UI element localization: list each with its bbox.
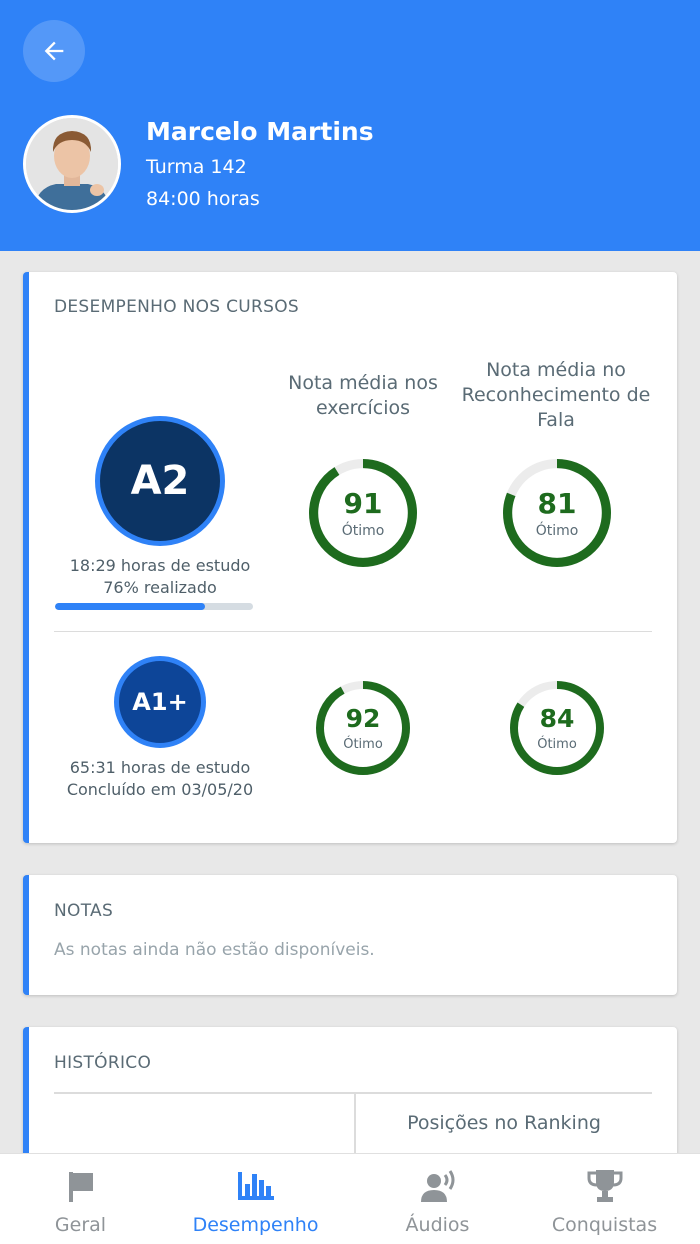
user-name: Marcelo Martins xyxy=(146,117,374,146)
score-label: Ótimo xyxy=(537,737,577,752)
score-ring xyxy=(309,459,417,567)
nav-item-conquistas[interactable]: Conquistas xyxy=(517,1154,692,1244)
course-status: 76% realizado xyxy=(103,578,217,597)
notes-card: NOTAS As notas ainda não estão disponíve… xyxy=(23,875,677,995)
card-title: NOTAS xyxy=(54,901,114,921)
exercise-score-gauge: 92 Ótimo xyxy=(316,681,410,775)
score-ring xyxy=(316,681,410,775)
study-hours: 18:29 horas de estudo xyxy=(69,556,251,575)
score-ring-arc xyxy=(510,681,604,775)
card-title: HISTÓRICO xyxy=(54,1053,152,1073)
flag-icon xyxy=(68,1172,93,1202)
nav-item-desempenho[interactable]: Desempenho xyxy=(168,1154,343,1244)
score-label: Ótimo xyxy=(341,523,385,539)
score-ring-arc xyxy=(503,459,611,567)
study-hours: 65:31 horas de estudo xyxy=(69,758,251,777)
exercise-score-gauge: 91 Ótimo xyxy=(309,459,417,567)
bar-chart-icon xyxy=(237,1172,274,1200)
performance-card: DESEMPENHO NOS CURSOS Nota média nos exe… xyxy=(23,272,677,843)
speech-column-header: Nota média no Reconhecimento de Fala xyxy=(461,359,651,431)
score-ring xyxy=(510,681,604,775)
user-photo-icon xyxy=(26,118,118,210)
nav-label: Áudios xyxy=(405,1214,470,1236)
score-label: Ótimo xyxy=(535,523,579,539)
user-hours: 84:00 horas xyxy=(146,188,260,210)
avatar xyxy=(23,115,121,213)
score-ring-arc xyxy=(309,459,417,567)
score-value: 91 xyxy=(343,487,383,520)
course-status: Concluído em 03/05/20 xyxy=(66,780,254,799)
speaking-person-icon xyxy=(420,1170,454,1202)
score-value: 84 xyxy=(539,704,575,733)
arrow-left-icon xyxy=(44,41,64,61)
nav-label: Conquistas xyxy=(551,1214,658,1236)
card-title: DESEMPENHO NOS CURSOS xyxy=(54,297,299,317)
score-ring xyxy=(503,459,611,567)
course-progress-bar xyxy=(55,603,253,610)
course-divider xyxy=(54,631,652,632)
nav-label: Desempenho xyxy=(192,1214,319,1236)
score-ring-arc xyxy=(316,681,410,775)
score-label: Ótimo xyxy=(343,737,383,752)
course-level-a1-plus[interactable]: A1+ xyxy=(114,656,206,748)
exercises-column-header: Nota média nos exercícios xyxy=(288,372,438,419)
course-progress-fill xyxy=(55,603,206,610)
speech-score-gauge: 81 Ótimo xyxy=(503,459,611,567)
back-button[interactable] xyxy=(23,20,85,82)
bottom-navigation: Geral Desempenho Áudios Conquistas xyxy=(0,1153,700,1244)
score-value: 81 xyxy=(537,487,577,520)
trophy-icon xyxy=(587,1170,622,1202)
nav-item-geral[interactable]: Geral xyxy=(0,1154,168,1244)
history-column-divider xyxy=(354,1094,356,1174)
speech-score-gauge: 84 Ótimo xyxy=(510,681,604,775)
nav-item-audios[interactable]: Áudios xyxy=(350,1154,525,1244)
profile-header: Marcelo Martins Turma 142 84:00 horas xyxy=(0,0,700,251)
nav-label: Geral xyxy=(54,1214,107,1236)
notes-empty-message: As notas ainda não estão disponíveis. xyxy=(54,940,375,960)
history-divider xyxy=(54,1092,652,1094)
ranking-positions-label: Posições no Ranking xyxy=(407,1112,601,1134)
score-value: 92 xyxy=(345,704,381,733)
user-class: Turma 142 xyxy=(146,156,247,178)
course-level-a2[interactable]: A2 xyxy=(95,416,225,546)
